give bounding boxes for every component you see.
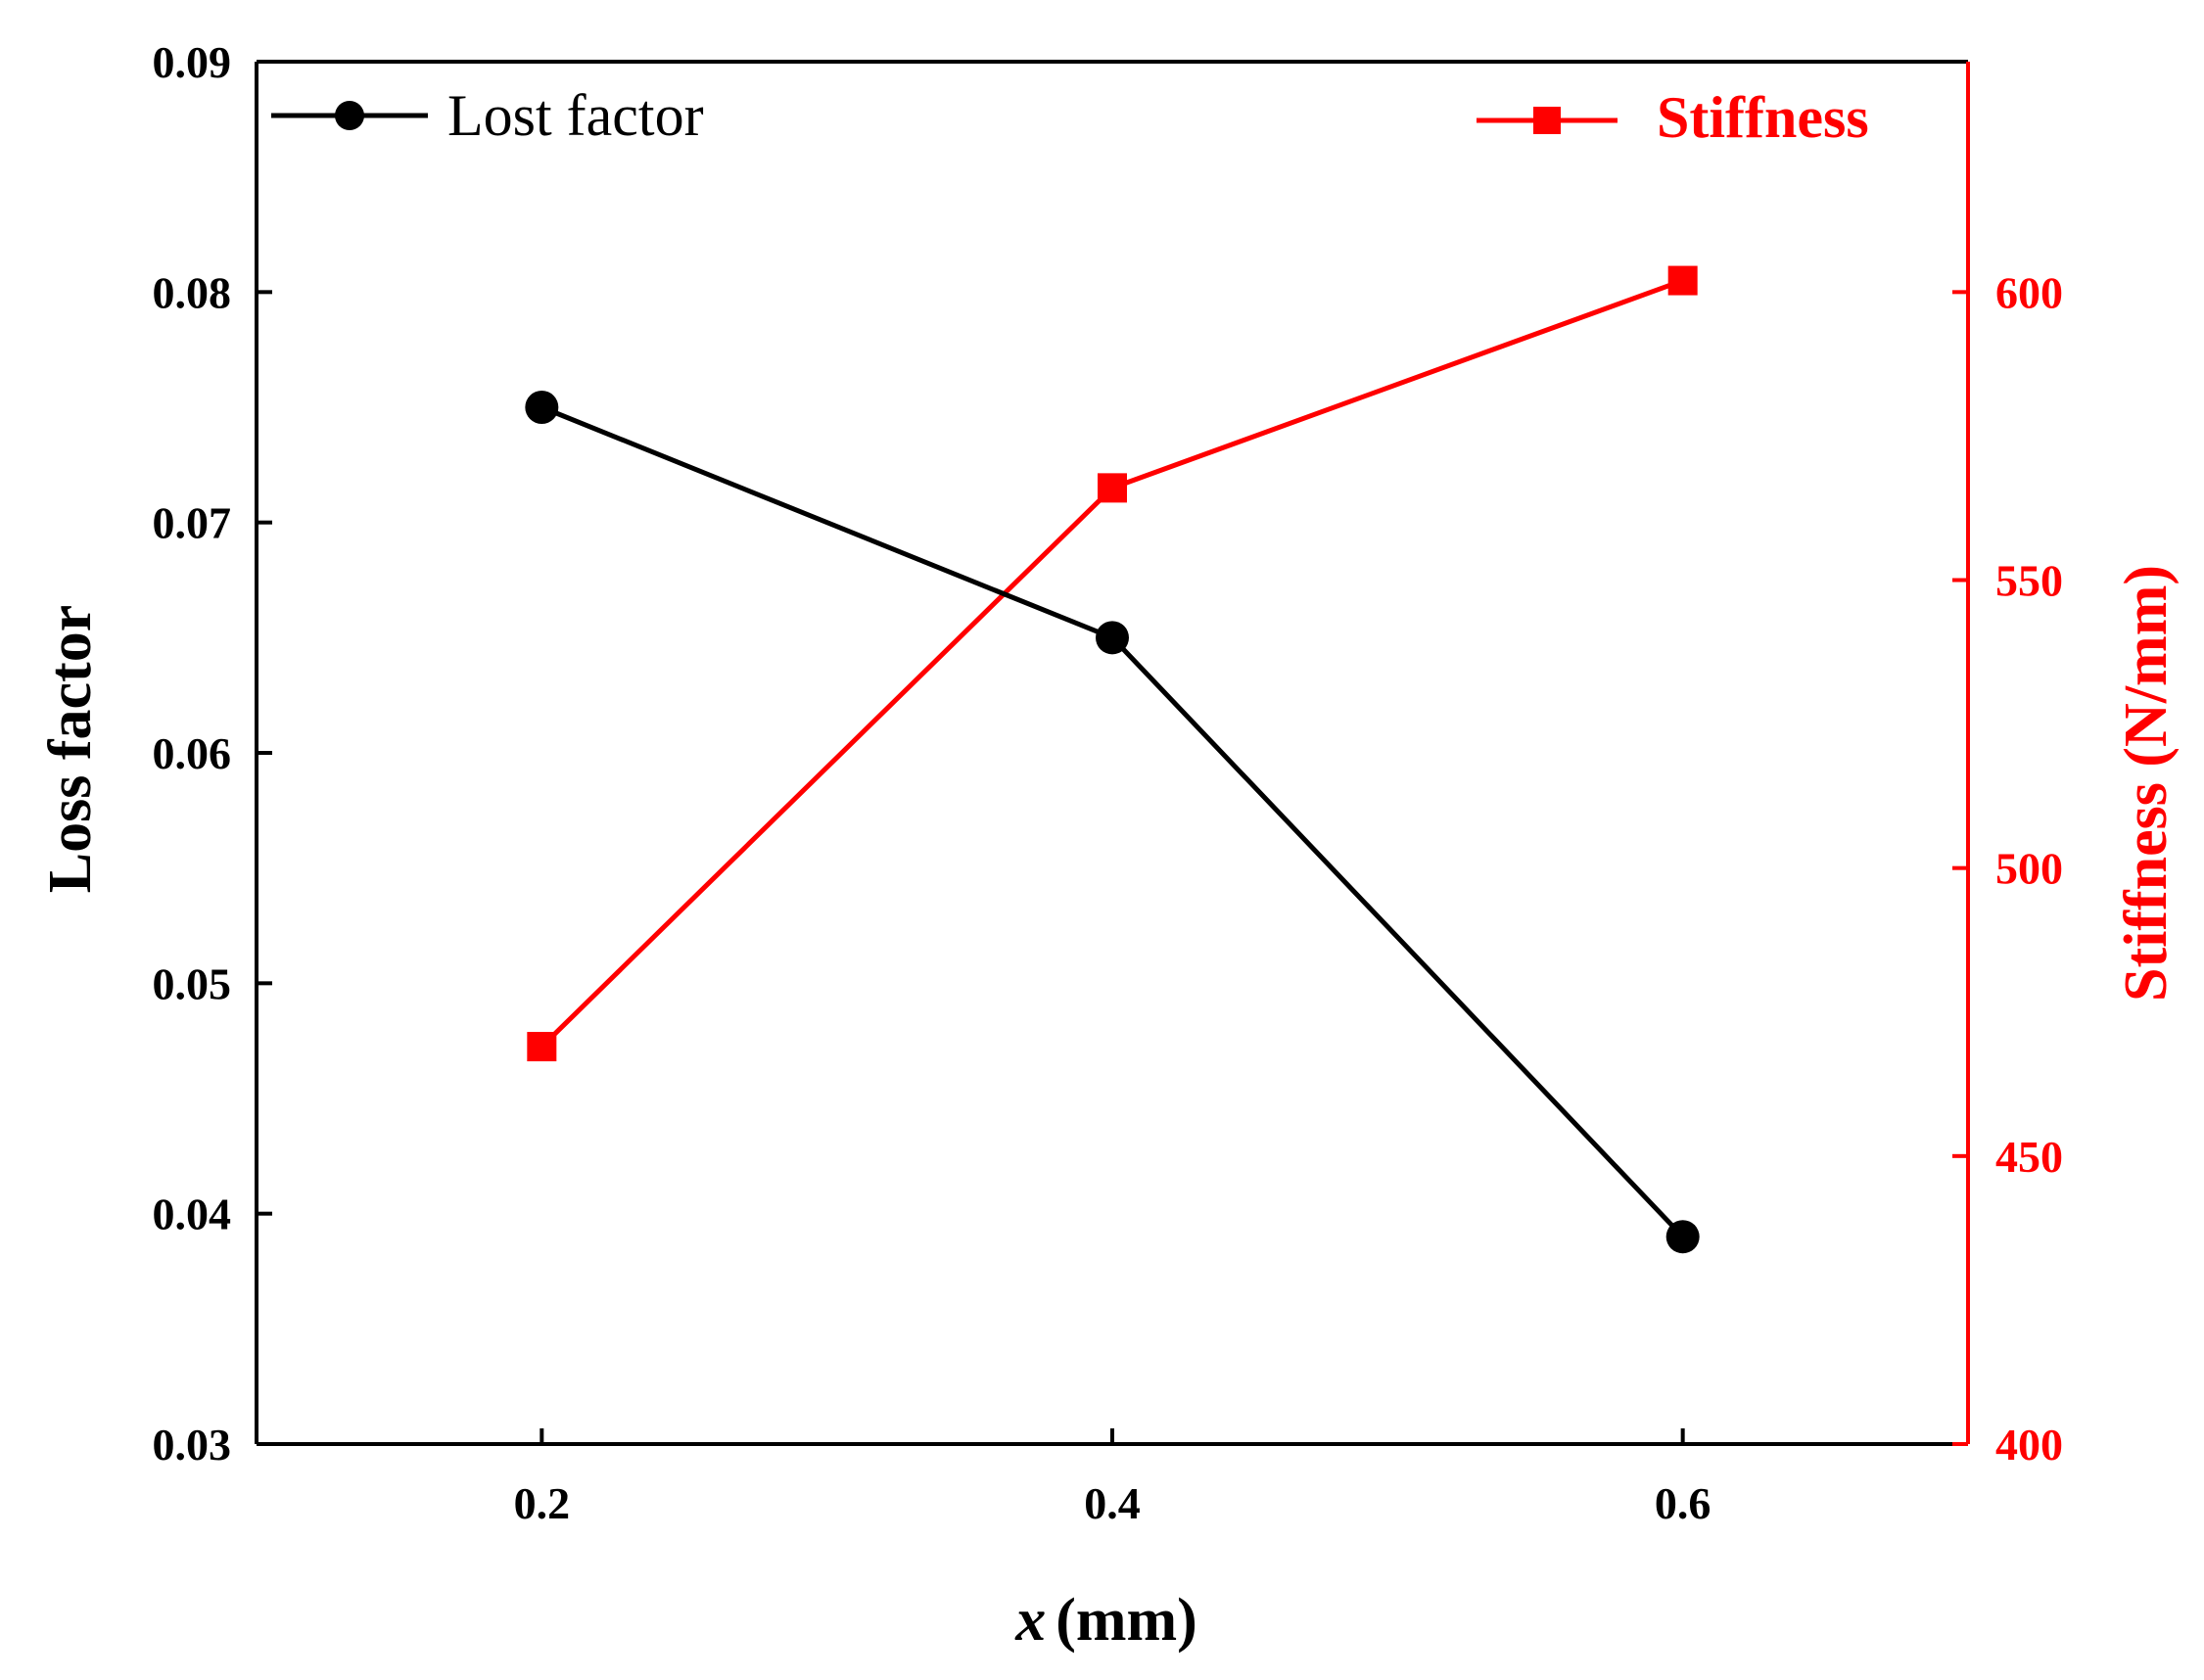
y-left-axis-title: Loss factor — [37, 605, 104, 893]
legend-marker-circle — [335, 101, 364, 130]
x-tick-label: 0.2 — [514, 1478, 571, 1528]
y-left-tick-label: 0.09 — [153, 37, 232, 87]
legend: Lost factor Stiffness — [271, 83, 1869, 150]
y-right-tick-label: 450 — [1995, 1132, 2063, 1182]
y-left-tick-label: 0.06 — [153, 728, 232, 778]
y-right-tick-label: 500 — [1995, 844, 2063, 894]
x-tick-label: 0.4 — [1084, 1478, 1141, 1528]
x-axis-title-var: x — [1014, 1587, 1046, 1654]
x-tick-label: 0.6 — [1655, 1478, 1712, 1528]
y-left-tick-label: 0.07 — [153, 498, 232, 548]
legend-label-stiffness: Stiffness — [1657, 85, 1869, 150]
data-point-lost-factor — [1665, 1220, 1700, 1254]
legend-marker-square — [1533, 107, 1561, 134]
y-right-axis-title: Stiffness (N/mm) — [2113, 565, 2180, 1002]
y-left-tick-label: 0.05 — [153, 958, 232, 1008]
data-point-stiffness — [527, 1032, 557, 1062]
series-layer — [525, 265, 1700, 1254]
y-left-tick-label: 0.08 — [153, 267, 232, 317]
x-axis-title: x (mm) — [1014, 1587, 1197, 1654]
data-point-lost-factor — [525, 391, 559, 424]
y-left-tick-label: 0.04 — [153, 1190, 232, 1239]
y-right-tick-label: 550 — [1995, 556, 2063, 606]
y-left-tick-label: 0.03 — [153, 1420, 232, 1470]
legend-label-lost-factor: Lost factor — [447, 83, 704, 148]
plot-area: 0.03 0.04 0.05 0.06 0.07 0.08 0.09 400 450 500 550… — [153, 37, 2064, 1528]
data-point-stiffness — [1667, 265, 1698, 296]
data-point-stiffness — [1098, 473, 1127, 503]
y-right-tick-label: 400 — [1995, 1420, 2063, 1470]
x-axis-title-unit: (mm) — [1055, 1587, 1197, 1654]
data-point-lost-factor — [1096, 621, 1129, 655]
y-right-tick-label: 600 — [1995, 267, 2063, 317]
